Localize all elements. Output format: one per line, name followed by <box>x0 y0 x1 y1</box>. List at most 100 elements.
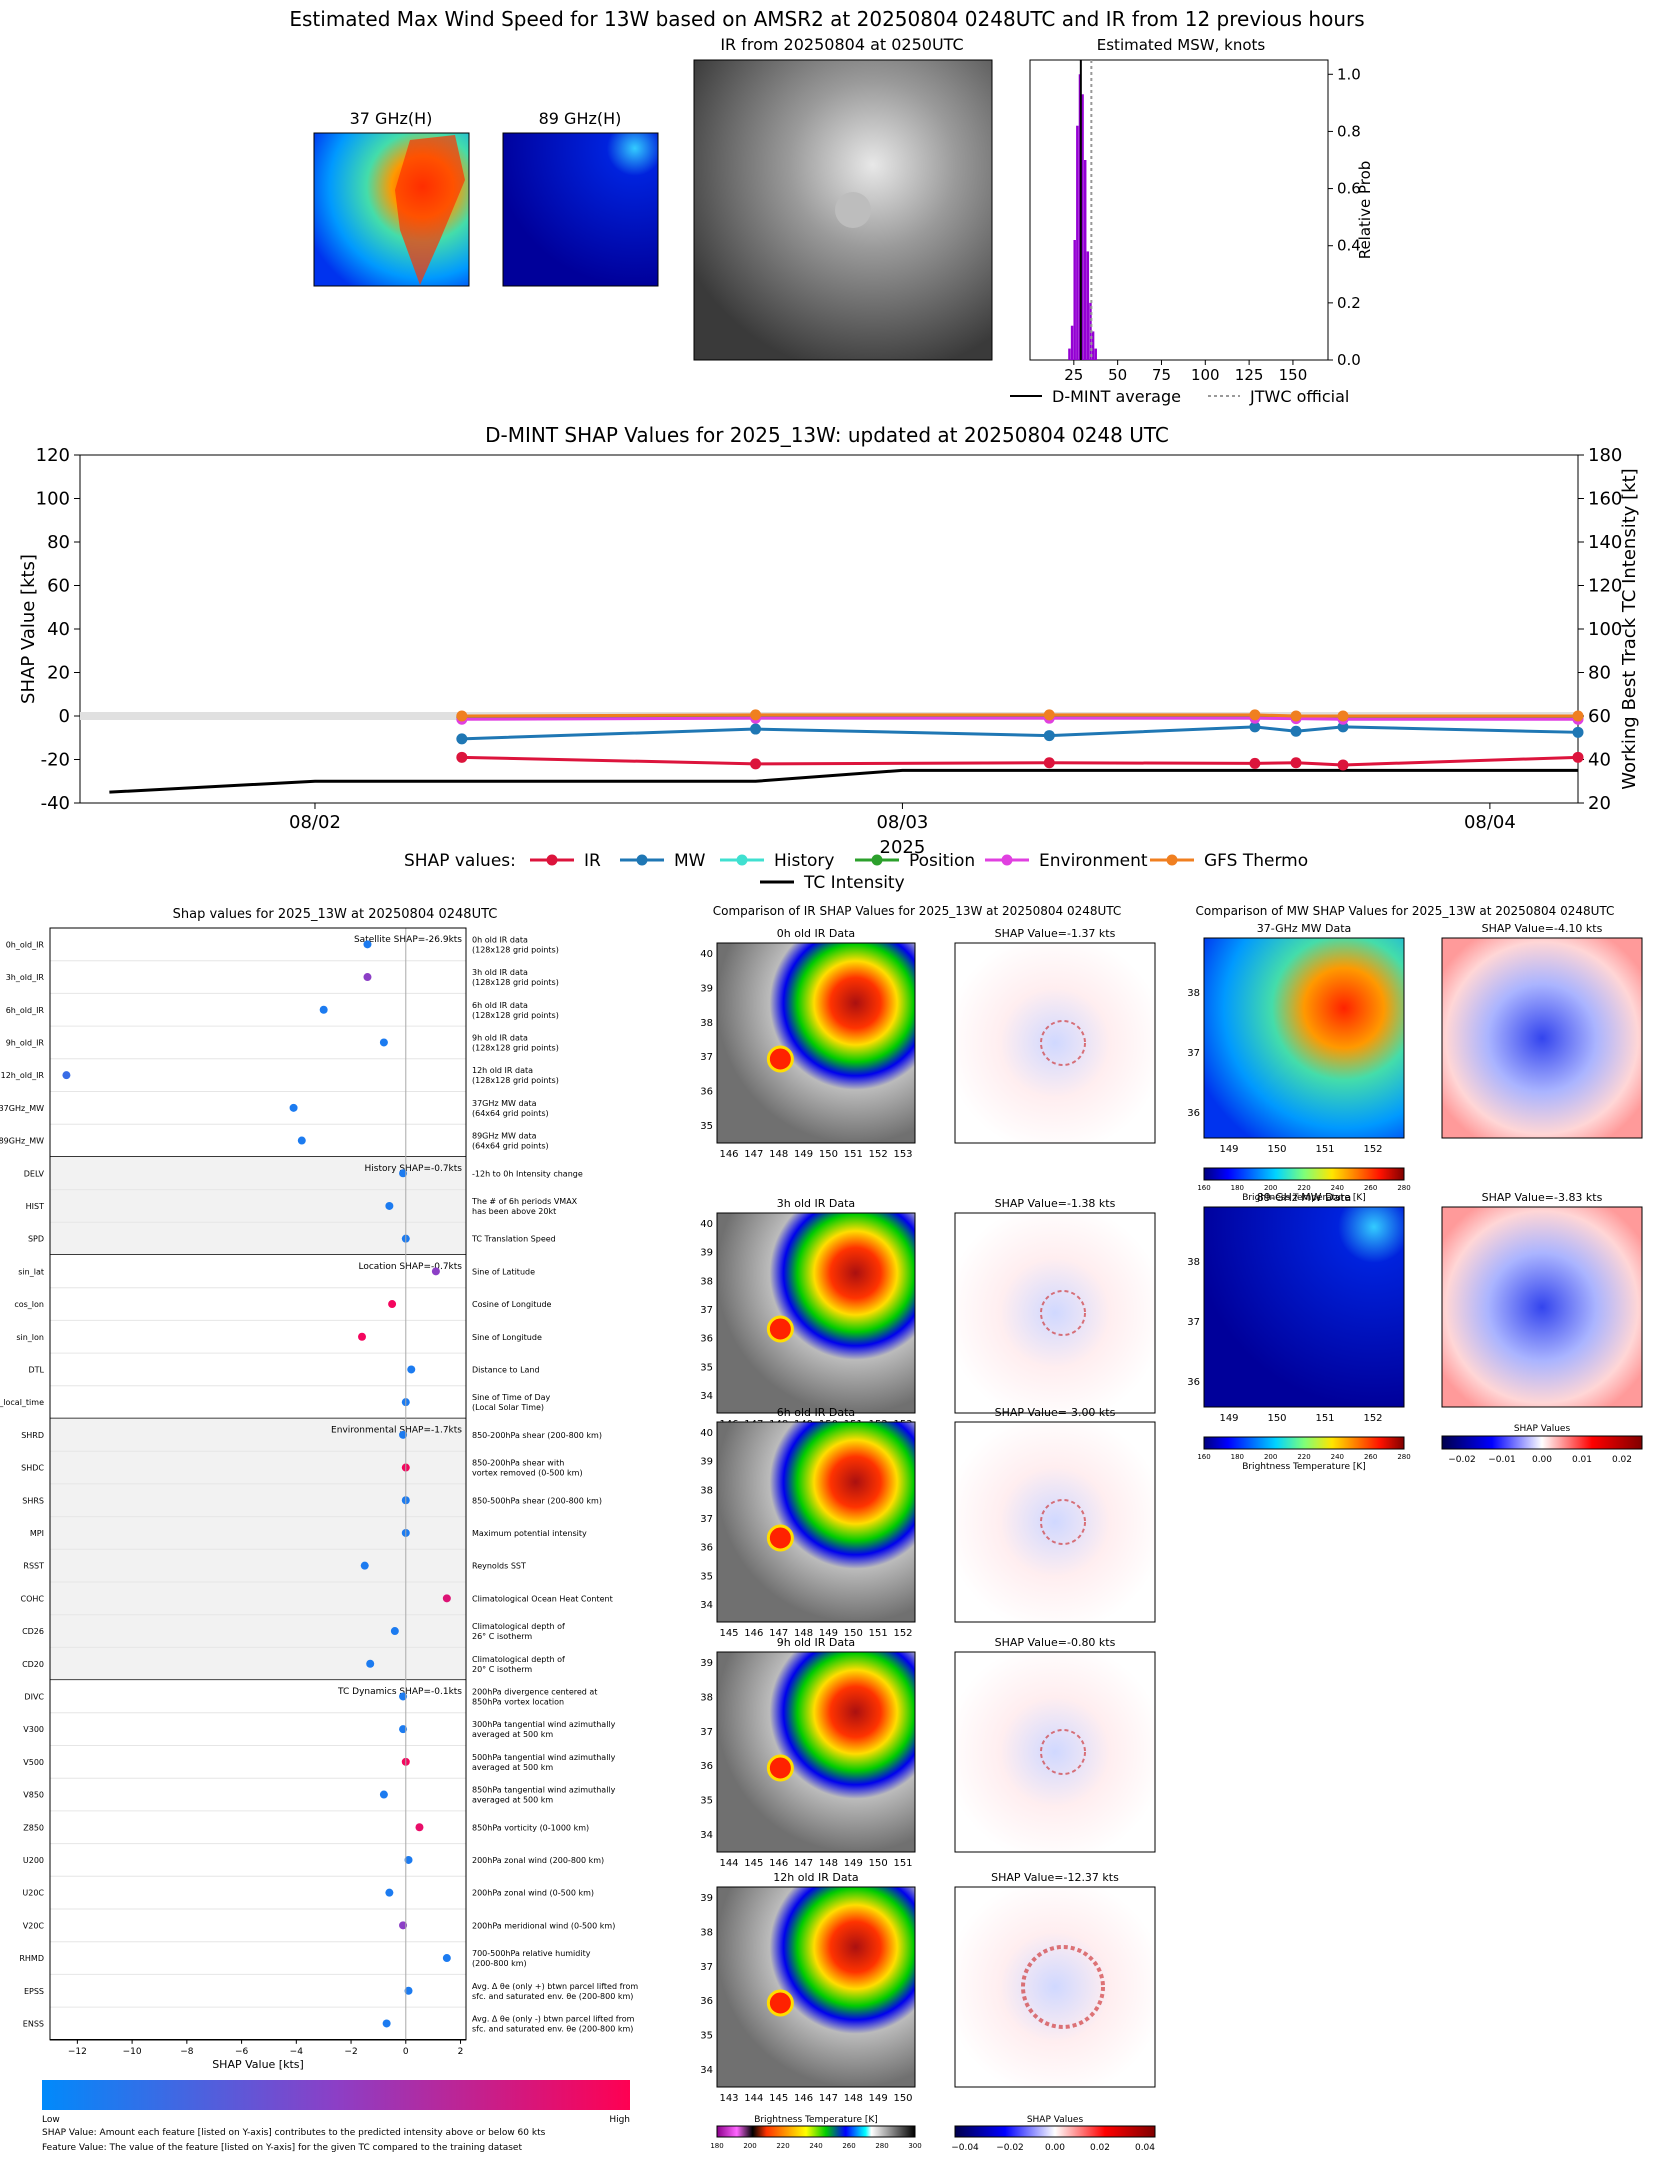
ir-shap-pattern <box>1040 1729 1086 1775</box>
feature-name: DTL <box>28 1365 44 1374</box>
series-point-mw <box>1337 721 1349 733</box>
ir-panel-storm-center <box>766 1989 794 2017</box>
series-point-gfs <box>1249 709 1261 721</box>
feature-desc: 200hPa divergence centered at <box>472 1687 597 1696</box>
feature-name: DIVC <box>24 1692 44 1701</box>
feature-desc: (128x128 grid points) <box>472 1043 559 1052</box>
feature-axes <box>49 927 467 2041</box>
ts-y2tick-label: 80 <box>1588 663 1611 684</box>
feature-desc: Avg. Δ θe (only +) btwn parcel lifted fr… <box>472 1982 638 1991</box>
msw-bar <box>1068 348 1071 360</box>
mw-bt-tick: 240 <box>1331 1184 1344 1192</box>
series-point-gfs <box>1043 709 1055 721</box>
ir-panel-image <box>716 1651 916 1853</box>
msw-xtick-label: 125 <box>1235 366 1264 384</box>
feature-xlabel: SHAP Value [kts] <box>212 2058 304 2071</box>
feature-xtick-label: −8 <box>180 2047 194 2057</box>
legend-marker-gfs <box>1166 854 1178 866</box>
feature-desc: 850hPa vortex location <box>472 1697 564 1706</box>
feature-xtick-label: 0 <box>403 2047 409 2057</box>
feature-name: EPSS <box>24 1987 44 1996</box>
ts-xlabel: 2025 <box>880 837 926 858</box>
panel-37-rainband <box>395 135 465 285</box>
feature-desc: 850-200hPa shear with <box>472 1459 564 1468</box>
ir-ytick-label: 39 <box>700 1457 713 1468</box>
feature-desc: Cosine of Longitude <box>472 1300 552 1309</box>
feature-desc: 89GHz MW data <box>472 1132 537 1141</box>
legend-avg-label: D-MINT average <box>1052 387 1181 406</box>
feature-desc: 850hPa tangential wind azimuthally <box>472 1786 616 1795</box>
ir-xtick-label: 144 <box>719 1858 738 1869</box>
feature-desc: sfc. and saturated env. θe (200-800 km) <box>472 2024 633 2033</box>
feature-desc: Maximum potential intensity <box>472 1529 587 1538</box>
feature-name: MPI <box>30 1529 44 1538</box>
feature-desc: averaged at 500 km <box>472 1763 553 1772</box>
feature-point <box>385 1888 394 1897</box>
ir-ytick-label: 34 <box>700 1830 713 1841</box>
ir-xtick-label: 152 <box>893 1628 912 1639</box>
ir-ytick-label: 40 <box>700 949 713 960</box>
feature-name: U20C <box>22 1889 44 1898</box>
ts-xtick-label: 08/03 <box>876 812 928 833</box>
legend-jtwc-label: JTWC official <box>1249 387 1349 406</box>
feature-desc: 850-200hPa shear (200-800 km) <box>472 1431 602 1440</box>
ir-ytick-label: 36 <box>700 1334 713 1345</box>
ir-panel-title: 12h old IR Data <box>773 1871 858 1884</box>
feature-desc: 500hPa tangential wind azimuthally <box>472 1753 616 1762</box>
ir-xtick-label: 150 <box>869 1858 888 1869</box>
ir-shap-title: SHAP Value=-12.37 kts <box>991 1871 1119 1884</box>
feature-desc: Sine of Latitude <box>472 1267 535 1276</box>
feature-desc: 300hPa tangential wind azimuthally <box>472 1720 616 1729</box>
panel-ir-title: IR from 20250804 at 0250UTC <box>720 35 963 54</box>
legend-label-ir: IR <box>584 851 601 871</box>
feature-point <box>363 940 372 949</box>
feature-desc: sfc. and saturated env. θe (200-800 km) <box>472 1992 633 2001</box>
feature-desc: -12h to 0h Intensity change <box>472 1169 583 1178</box>
ir-ytick-label: 35 <box>700 2031 713 2042</box>
feature-point <box>358 1332 366 1341</box>
legend-marker-environment <box>1001 854 1013 866</box>
feature-name: SPD <box>28 1235 44 1244</box>
feature-name: Z850 <box>23 1823 44 1832</box>
mw-ytick-label: 36 <box>1187 1108 1200 1119</box>
feature-group-bg <box>50 1156 466 1255</box>
ts-y2tick-label: 140 <box>1588 532 1622 553</box>
feature-desc: (128x128 grid points) <box>472 1011 559 1020</box>
ir-ytick-label: 37 <box>700 1727 713 1738</box>
feature-desc: (128x128 grid points) <box>472 1076 559 1085</box>
ir-xtick-label: 146 <box>719 1149 738 1160</box>
mw-xtick-label: 150 <box>1267 1144 1286 1155</box>
msw-bar <box>1094 348 1097 360</box>
feature-point <box>404 1986 413 1995</box>
feature-desc: averaged at 500 km <box>472 1730 553 1739</box>
feature-name: V20C <box>23 1921 45 1930</box>
feature-point <box>382 2019 391 2028</box>
ts-ytick-label: -40 <box>41 793 70 814</box>
figure-title: Estimated Max Wind Speed for 13W based o… <box>289 7 1364 31</box>
mw-ytick-label: 37 <box>1187 1317 1200 1328</box>
msw-ytick-label: 0.8 <box>1337 122 1361 140</box>
ir-ytick-label: 35 <box>700 1362 713 1373</box>
feature-desc: Distance to Land <box>472 1365 540 1374</box>
feature-desc: Reynolds SST <box>472 1562 526 1571</box>
mw-shap-tick: −0.02 <box>1448 1455 1476 1465</box>
feature-xtick-label: −4 <box>290 2047 304 2057</box>
series-point-mw <box>1249 721 1261 733</box>
mw-xtick-label: 149 <box>1219 1144 1238 1155</box>
legend-label-gfs: GFS Thermo <box>1204 851 1308 871</box>
ir-panel-title: 3h old IR Data <box>777 1197 855 1210</box>
series-point-ir <box>1337 759 1349 771</box>
feature-group-label: Location SHAP=-0.7kts <box>358 1262 462 1272</box>
msw-bar <box>1083 160 1087 360</box>
mw-bt-tick: 220 <box>1297 1184 1310 1192</box>
feature-name: 12h_old_IR <box>1 1071 45 1080</box>
feature-name: DELV <box>24 1169 45 1178</box>
feature-point <box>399 1725 408 1734</box>
feature-desc: Avg. Δ θe (only -) btwn parcel lifted fr… <box>472 2014 635 2023</box>
series-line-environment <box>461 716 1578 721</box>
ir-xtick-label: 152 <box>869 1149 888 1160</box>
feature-desc: Climatological Ocean Heat Content <box>472 1594 613 1603</box>
feature-desc: 200hPa meridional wind (0-500 km) <box>472 1921 615 1930</box>
ir-bt-label: Brightness Temperature [K] <box>754 2115 878 2125</box>
feature-xtick-label: −2 <box>344 2047 357 2057</box>
